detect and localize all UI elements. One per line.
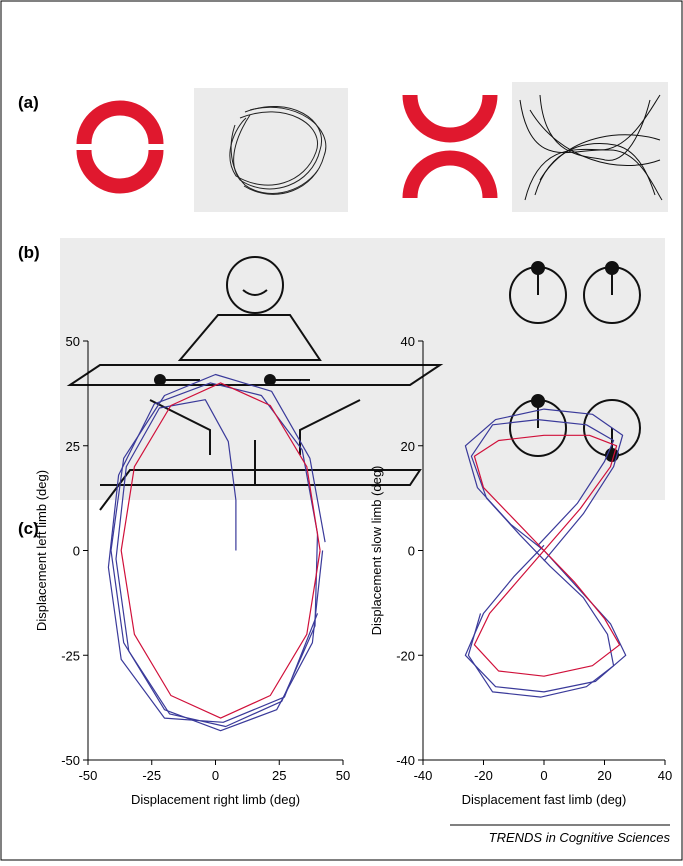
x-tick-label: 25 [272,768,286,783]
trajectory [473,434,621,677]
trajectory [120,382,321,719]
x-tick-label: 50 [336,768,350,783]
x-tick-label: 0 [540,768,547,783]
y-tick-label: 20 [401,439,415,454]
footer-credit: TRENDS in Cognitive Sciences [489,830,671,845]
x-stimulus [402,94,498,199]
y-tick-label: 50 [66,334,80,349]
trajectory [107,382,319,728]
y-tick-label: 25 [66,439,80,454]
apparatus-illustration [60,238,665,500]
scribble [229,106,327,195]
x-tick-label: -40 [414,768,433,783]
trajectory [110,373,326,732]
y-axis-label: Displacement slow limb (deg) [369,466,384,636]
drawing-sample [512,82,668,212]
x-tick-label: -50 [79,768,98,783]
y-tick-label: -25 [61,648,80,663]
x-tick-label: 40 [658,768,672,783]
x-tick-label: 20 [597,768,611,783]
x-tick-label: 0 [212,768,219,783]
x-tick-label: -20 [474,768,493,783]
y-tick-label: -20 [396,648,415,663]
y-axis-label: Displacement left limb (deg) [34,470,49,631]
y-tick-label: 0 [73,544,80,559]
panel-label: (c) [18,519,39,538]
y-tick-label: -40 [396,753,415,768]
x-axis-label: Displacement right limb (deg) [131,792,300,807]
scribble [519,94,663,201]
trajectory [467,419,615,698]
x-tick-label: -25 [142,768,161,783]
panel-label: (a) [18,93,39,112]
ring-stimulus [76,100,164,194]
drawing-sample [194,88,348,212]
x-axis-label: Displacement fast limb (deg) [462,792,627,807]
y-tick-label: 0 [408,544,415,559]
y-tick-label: -50 [61,753,80,768]
panel-label: (b) [18,243,40,262]
y-tick-label: 40 [401,334,415,349]
